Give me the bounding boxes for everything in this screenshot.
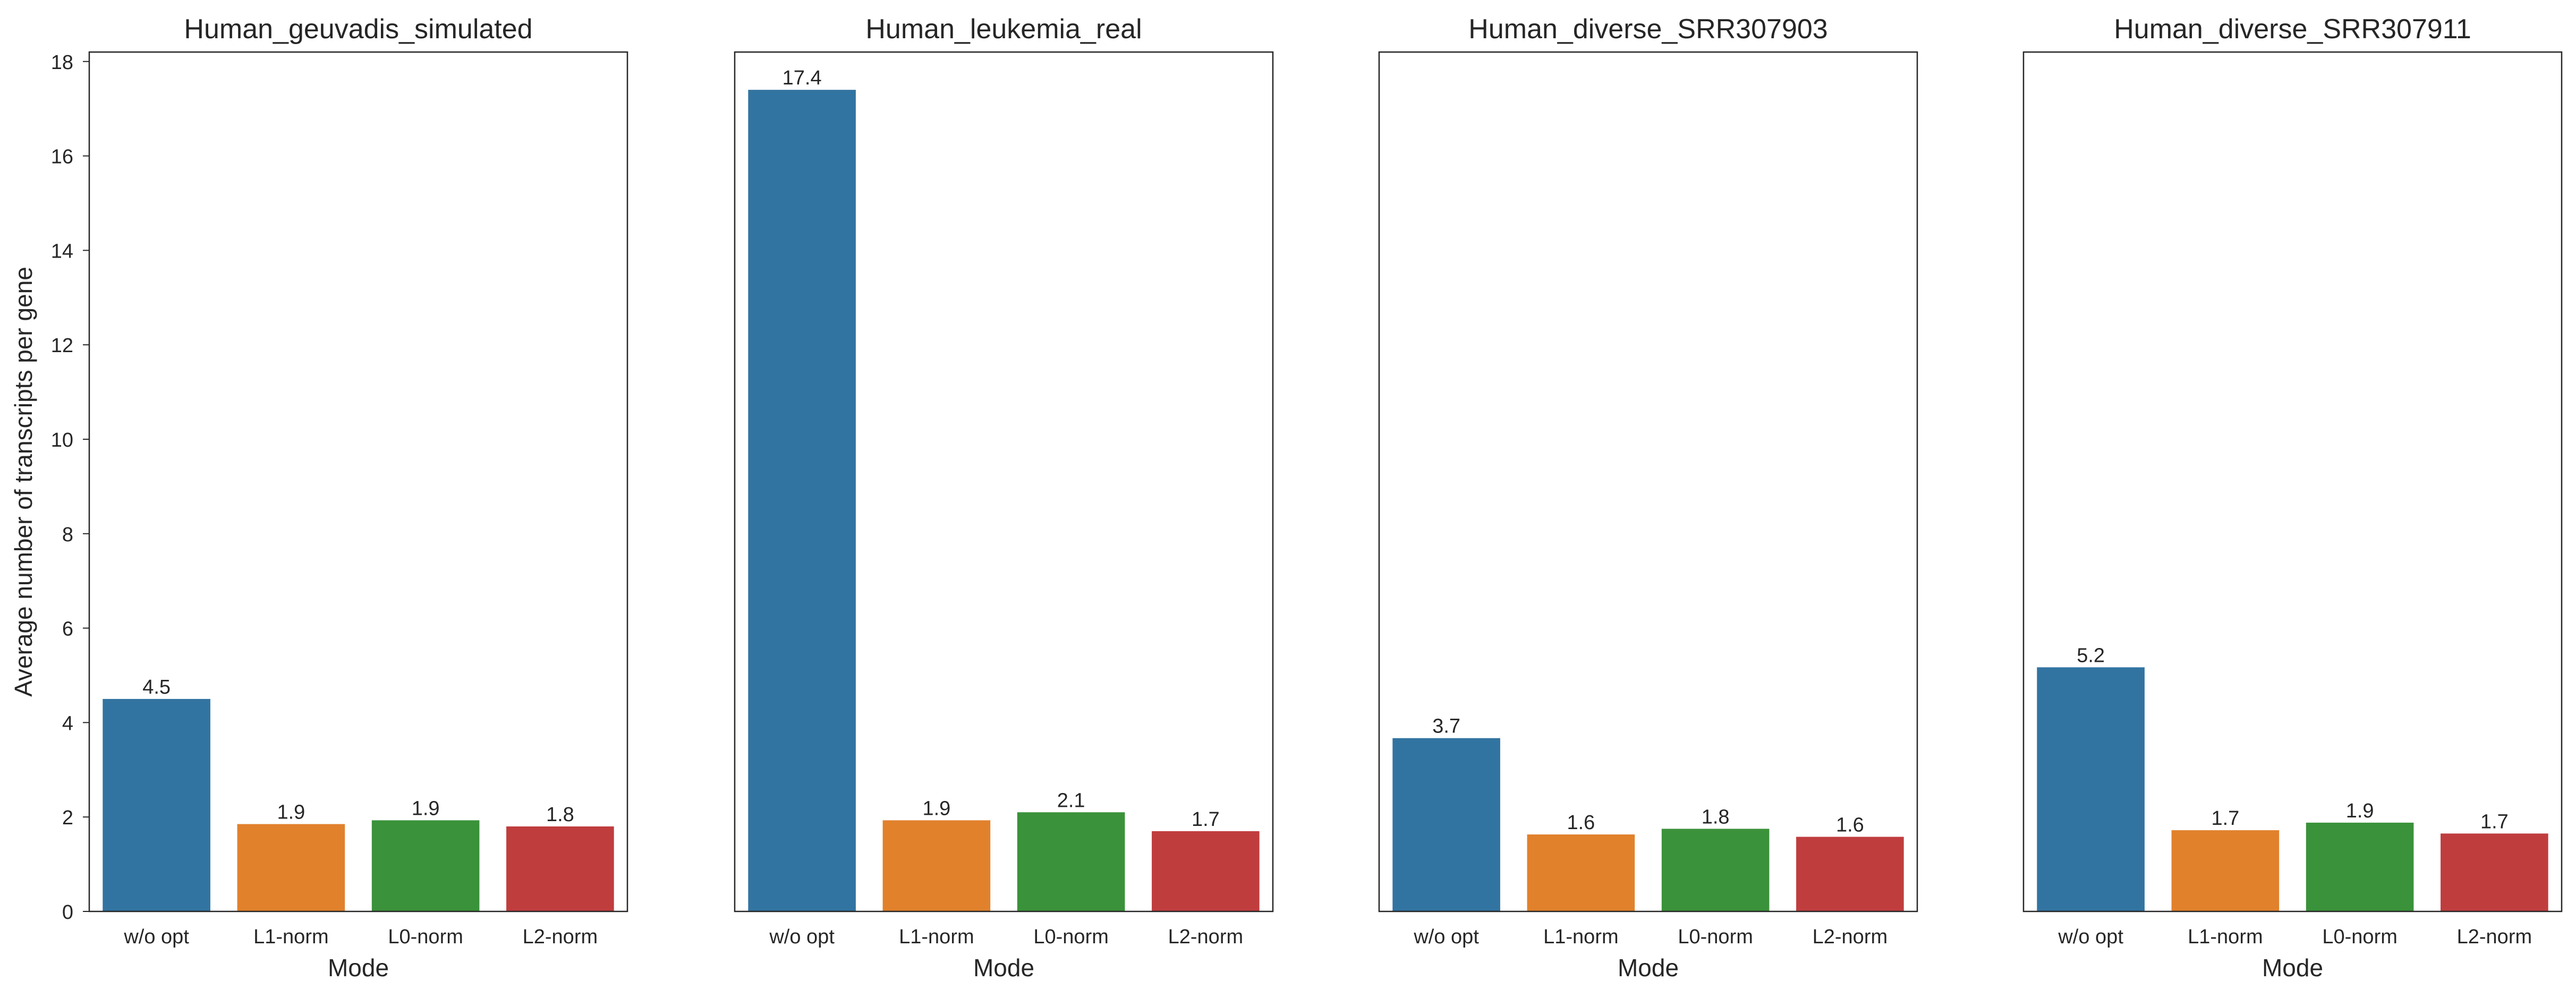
bar-value-label-0-2: 1.9 <box>412 797 440 820</box>
x-axis-label-1: Mode <box>973 954 1034 982</box>
bar-2-0 <box>1392 738 1500 911</box>
panel-frame-3 <box>2022 51 2563 912</box>
x-axis-label-3: Mode <box>2262 954 2323 982</box>
x-tick-label-2-1: L1-norm <box>1543 926 1619 948</box>
x-tick-label-3-3: L2-norm <box>2457 926 2532 948</box>
x-tick-label-3-1: L1-norm <box>2188 926 2263 948</box>
x-tick-label-1-0: w/o opt <box>769 926 835 948</box>
bar-1-0 <box>748 90 856 912</box>
y-tick-label: 10 <box>51 429 73 451</box>
bar-value-label-0-1: 1.9 <box>277 801 305 824</box>
x-tick-label-2-2: L0-norm <box>1678 926 1753 948</box>
bar-0-2 <box>371 820 480 911</box>
x-tick-label-0-0: w/o opt <box>123 926 189 948</box>
y-tick-label: 14 <box>51 240 73 262</box>
panel-title-0: Human_geuvadis_simulated <box>184 14 532 45</box>
bar-value-label-3-2: 1.9 <box>2346 800 2374 822</box>
y-tick-label: 16 <box>51 146 73 168</box>
bar-value-label-2-0: 3.7 <box>1432 715 1460 738</box>
y-tick-label: 4 <box>62 712 73 735</box>
x-tick-label-0-3: L2-norm <box>523 926 598 948</box>
bar-0-3 <box>506 826 614 911</box>
panel-frame-1 <box>734 51 1274 912</box>
bar-1-2 <box>1017 812 1125 911</box>
x-tick-label-1-2: L0-norm <box>1033 926 1109 948</box>
panel-title-3: Human_diverse_SRR307911 <box>2114 14 2471 45</box>
x-tick-label-2-0: w/o opt <box>1413 926 1479 948</box>
panel-title-2: Human_diverse_SRR307903 <box>1468 14 1827 45</box>
x-tick-label-0-2: L0-norm <box>388 926 463 948</box>
y-tick-label: 12 <box>51 335 73 357</box>
bar-value-label-3-0: 5.2 <box>2077 644 2105 667</box>
bar-value-label-1-2: 2.1 <box>1057 789 1085 812</box>
y-tick-label: 0 <box>62 901 73 924</box>
x-tick-label-3-0: w/o opt <box>2058 926 2123 948</box>
panel-frame-2 <box>1378 51 1918 912</box>
bar-value-label-0-3: 1.8 <box>546 804 574 826</box>
bar-3-1 <box>2171 830 2280 911</box>
bar-0-0 <box>103 698 210 911</box>
y-tick-label: 8 <box>62 524 73 546</box>
x-axis-label-2: Mode <box>1618 954 1679 982</box>
bar-3-2 <box>2306 822 2414 911</box>
bar-value-label-2-2: 1.8 <box>1702 806 1730 828</box>
bar-1-1 <box>882 820 991 911</box>
y-tick-label: 6 <box>62 618 73 641</box>
y-tick-label: 18 <box>51 52 73 74</box>
y-axis-label: Average number of transcripts per gene <box>10 267 37 697</box>
bar-0-1 <box>237 824 345 911</box>
bar-value-label-0-0: 4.5 <box>142 676 171 698</box>
x-axis-label-0: Mode <box>328 954 389 982</box>
x-tick-label-0-1: L1-norm <box>253 926 329 948</box>
x-tick-label-1-3: L2-norm <box>1168 926 1244 948</box>
bar-value-label-1-1: 1.9 <box>922 797 950 820</box>
bar-value-label-3-3: 1.7 <box>2480 811 2509 833</box>
bar-value-label-1-3: 1.7 <box>1192 808 1220 831</box>
bar-2-3 <box>1796 837 1904 911</box>
bar-1-3 <box>1152 831 1260 911</box>
bar-value-label-2-3: 1.6 <box>1836 814 1864 837</box>
bar-value-label-3-1: 1.7 <box>2211 807 2239 830</box>
bar-3-0 <box>2037 667 2145 911</box>
x-tick-label-1-1: L1-norm <box>899 926 974 948</box>
bar-2-1 <box>1527 834 1635 911</box>
bar-value-label-1-0: 17.4 <box>783 67 822 89</box>
x-tick-label-3-2: L0-norm <box>2322 926 2398 948</box>
x-tick-label-2-3: L2-norm <box>1813 926 1888 948</box>
bar-2-2 <box>1661 829 1770 911</box>
y-tick-label: 2 <box>62 807 73 829</box>
panel-frame-0 <box>88 51 628 912</box>
panel-title-1: Human_leukemia_real <box>865 14 1142 45</box>
bar-3-3 <box>2441 833 2548 911</box>
bar-value-label-2-1: 1.6 <box>1567 812 1595 834</box>
